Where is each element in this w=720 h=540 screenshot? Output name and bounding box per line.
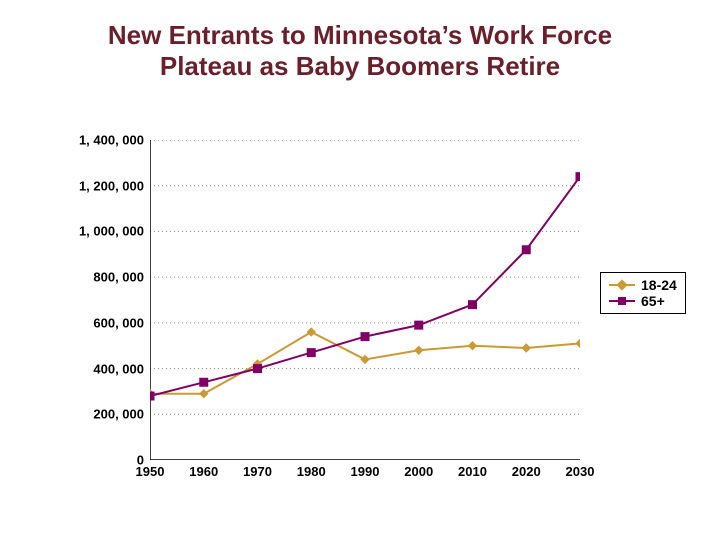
- chart-title: New Entrants to Minnesota’s Work Force P…: [0, 20, 720, 82]
- slide: New Entrants to Minnesota’s Work Force P…: [0, 0, 720, 540]
- x-axis-label: 1950: [136, 464, 165, 479]
- legend-item: 18-24: [609, 277, 677, 293]
- x-axis-label: 1980: [297, 464, 326, 479]
- chart-legend: 18-2465+: [600, 272, 686, 314]
- y-axis-label: 1, 000, 000: [79, 224, 144, 239]
- x-axis-label: 1970: [243, 464, 272, 479]
- legend-label: 18-24: [641, 277, 677, 293]
- y-axis-label: 600, 000: [93, 315, 144, 330]
- y-axis-label: 1, 200, 000: [79, 178, 144, 193]
- y-axis-label: 800, 000: [93, 270, 144, 285]
- chart-title-line1: New Entrants to Minnesota’s Work Force: [108, 20, 612, 50]
- x-axis-label: 1990: [351, 464, 380, 479]
- x-axis-label: 2030: [566, 464, 595, 479]
- x-axis-label: 2010: [458, 464, 487, 479]
- legend-swatch: [609, 295, 635, 307]
- x-axis-label: 1960: [189, 464, 218, 479]
- y-axis-label: 1, 400, 000: [79, 133, 144, 148]
- chart-plot-area: 0200, 000400, 000600, 000800, 0001, 000,…: [150, 140, 580, 460]
- x-axis-label: 2020: [512, 464, 541, 479]
- x-axis-label: 2000: [404, 464, 433, 479]
- y-axis-label: 200, 000: [93, 407, 144, 422]
- legend-item: 65+: [609, 293, 677, 309]
- y-axis-label: 400, 000: [93, 361, 144, 376]
- legend-swatch: [609, 279, 635, 291]
- chart-svg: [150, 140, 580, 460]
- chart-title-line2: Plateau as Baby Boomers Retire: [160, 51, 560, 81]
- legend-label: 65+: [641, 293, 665, 309]
